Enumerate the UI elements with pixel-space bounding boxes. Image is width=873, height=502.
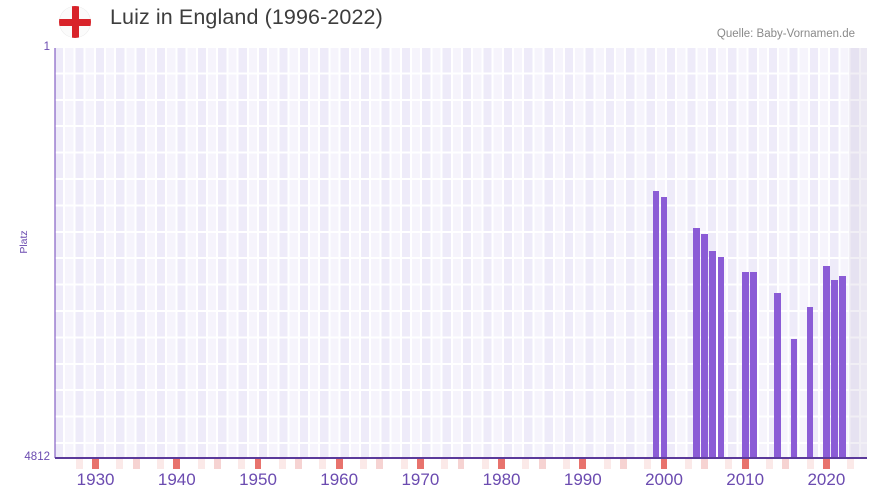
bar-2011[interactable] [749,272,757,458]
x-tick-2013 [766,459,774,469]
bar-2006[interactable] [709,251,717,458]
bar-2000[interactable] [660,196,668,458]
x-tick-2005 [701,459,709,469]
x-tick-1940 [173,459,181,469]
x-tick-1958 [319,459,327,469]
plot-area [55,48,867,458]
x-tick-1928 [75,459,83,469]
bar-2016[interactable] [790,339,798,458]
x-tick-2020 [822,459,830,469]
grid-layer [55,48,867,458]
y-axis-bottom-label: 4812 [24,451,50,463]
x-tick-1955 [295,459,303,469]
bar-2007[interactable] [717,256,725,458]
x-tick-1993 [603,459,611,469]
page-title: Luiz in England (1996-2022) [110,5,383,29]
bar-2014[interactable] [774,293,781,458]
x-tick-1995 [619,459,627,469]
bar-2005[interactable] [701,233,708,458]
source-attribution: Quelle: Baby-Vornamen.de [716,28,855,40]
x-tick-2023 [847,459,855,469]
y-axis-line [54,48,56,458]
bar-2021[interactable] [831,279,838,458]
bar-2022[interactable] [839,276,846,458]
x-axis-label-1980: 1980 [482,470,521,489]
x-tick-1985 [538,459,546,469]
x-tick-2018 [806,459,814,469]
x-tick-1935 [132,459,140,469]
bar-2020[interactable] [823,266,830,458]
x-tick-1975 [457,459,465,469]
x-axis-line [55,457,867,459]
x-tick-1978 [481,459,489,469]
bar-series [55,48,867,458]
x-axis-label-2000: 2000 [645,470,683,489]
x-tick-1938 [157,459,165,469]
x-tick-1950 [254,459,262,469]
x-tick-1980 [498,459,506,469]
x-tick-1988 [563,459,571,469]
bar-1999[interactable] [652,190,660,458]
x-tick-1945 [213,459,221,469]
x-axis-label-1940: 1940 [157,470,196,489]
x-tick-1953 [278,459,286,469]
x-tick-2008 [725,459,733,469]
x-tick-1933 [116,459,124,469]
x-axis-label-2020: 2020 [807,470,846,489]
x-tick-1998 [644,459,652,469]
chart-header: Luiz in England (1996-2022) Quelle: Baby… [0,0,873,44]
x-axis-labels: 1930 1940 1950 1960 1970 1980 1990 2000 2010 2020 [0,470,873,498]
x-tick-1943 [197,459,205,469]
y-axis-title: Platz [18,230,30,254]
x-tick-1970 [416,459,424,469]
x-axis-label-2010: 2010 [726,470,765,489]
x-axis-label-1990: 1990 [563,470,602,489]
x-tick-1983 [522,459,530,469]
x-axis-label-1970: 1970 [401,470,440,489]
x-axis-label-1950: 1950 [239,470,277,489]
x-tick-1960 [335,459,343,469]
bar-2004[interactable] [693,227,700,458]
x-tick-1990 [579,459,587,469]
x-axis-tick-marks [55,459,867,469]
x-tick-2010 [741,459,749,469]
out-of-range-shade [849,48,867,458]
bar-2018[interactable] [806,307,814,458]
x-tick-2003 [684,459,692,469]
x-tick-1963 [360,459,368,469]
x-tick-1965 [376,459,384,469]
x-tick-2000 [660,459,668,469]
bar-2010[interactable] [741,272,749,458]
x-axis-label-1930: 1930 [76,470,115,489]
x-tick-2015 [782,459,790,469]
x-tick-1930 [92,459,100,469]
x-tick-1973 [441,459,449,469]
x-tick-1948 [238,459,246,469]
x-tick-1968 [400,459,408,469]
x-axis-label-1960: 1960 [320,470,359,489]
england-flag-icon [59,6,91,38]
y-axis-top-label: 1 [43,41,50,53]
